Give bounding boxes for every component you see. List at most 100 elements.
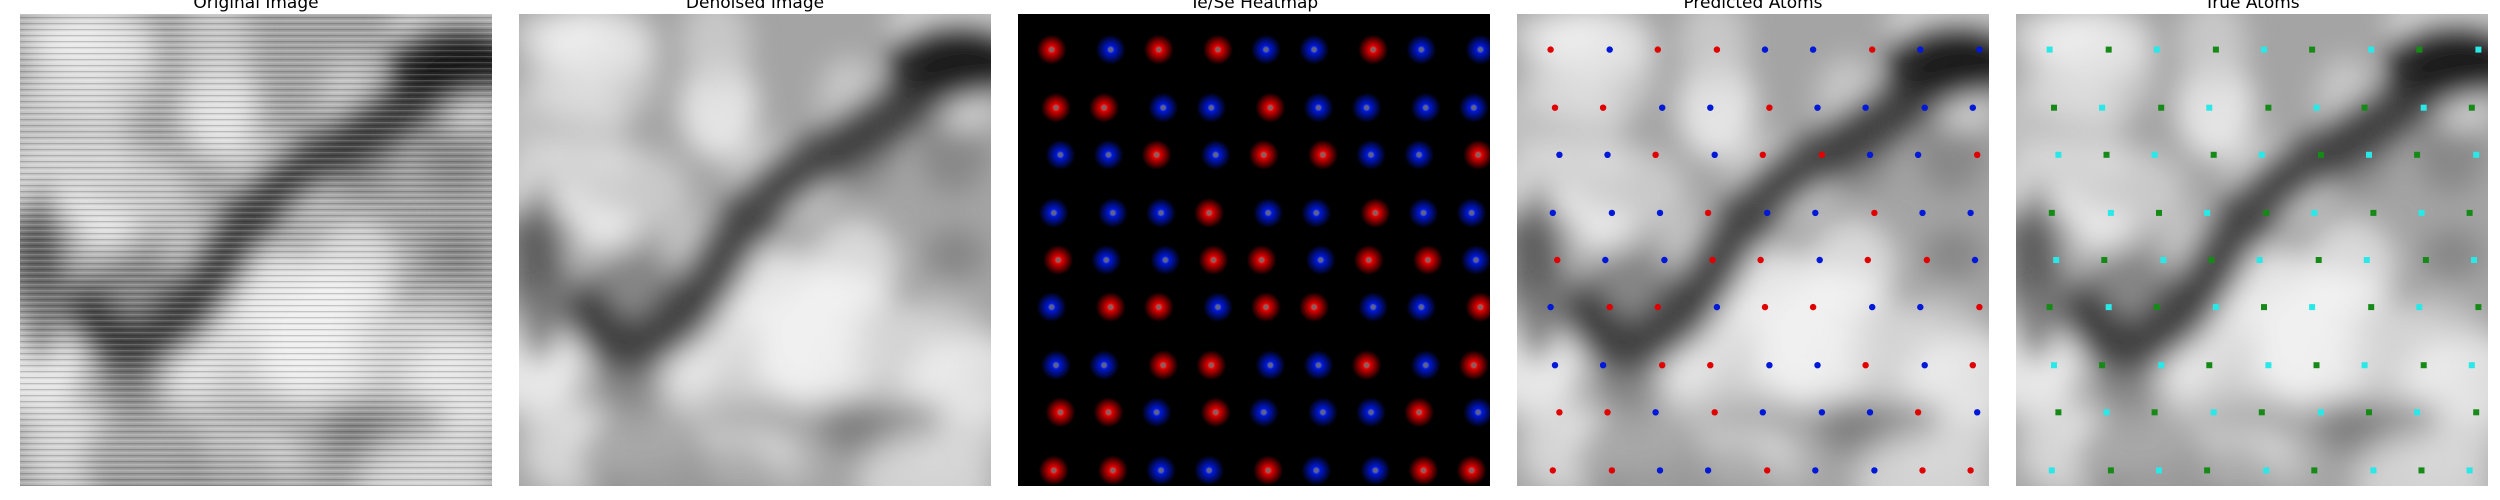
predicted-te-atom [1551,104,1559,111]
true-atom-marker-green [2055,409,2062,416]
panel-title: Predicted Atoms [1683,0,1823,13]
predicted-te-atom [1967,467,1974,474]
predicted-te-atom [1919,467,1926,474]
se-heat-spot [1458,92,1489,123]
true-atom-marker-cyan [2153,46,2160,53]
te-heat-spot [1248,139,1279,170]
true-atom-marker-green [2210,151,2217,158]
te-heat-spot [1408,455,1439,486]
true-atom-marker-cyan [2416,304,2423,311]
te-heat-spot [1412,245,1443,275]
predicted-se-atom [1971,256,1979,264]
true-atom-marker-cyan [2311,209,2318,216]
true-atom-marker-green [2099,362,2106,369]
predicted-te-atom [1923,256,1931,264]
se-heat-spot [1248,397,1279,428]
true-atom-marker-green [2158,104,2165,111]
te-heat-spot [1456,455,1487,486]
se-heat-spot [1307,397,1338,428]
predicted-te-atom [1818,151,1826,158]
se-heat-spot [1303,350,1334,381]
predicted-te-atom [1707,362,1714,369]
se-heat-spot [1251,34,1281,65]
true-atom-marker-cyan [2313,104,2320,111]
true-atom-marker-cyan [2048,467,2055,474]
te-heat-spot [1253,455,1284,486]
true-atom-marker-cyan [2368,46,2375,53]
true-atom-marker-green [2468,104,2475,111]
te-heat-spot [1045,397,1076,428]
true-atom-marker-green [2466,209,2473,216]
true-atom-marker-cyan [2363,257,2370,263]
predicted-se-atom [1547,303,1554,311]
te-heat-spot [1246,245,1277,275]
predicted-te-atom [1761,303,1769,311]
true-atom-marker-cyan [2361,362,2368,369]
true-atom-marker-green [2366,409,2372,416]
se-heat-spot [1091,245,1122,275]
predicted-te-atom [1757,256,1764,264]
true-atom-marker-cyan [2414,409,2421,416]
denoised-image [519,14,991,486]
predicted-se-atom [1713,303,1721,311]
panel-predicted-atoms: Predicted Atoms [1517,0,1989,500]
true-atom-marker-cyan [2258,151,2265,158]
predicted-se-atom [1919,209,1926,217]
se-heat-spot [1202,292,1233,323]
predicted-se-atom [1914,151,1922,158]
true-atom-marker-green [2313,362,2320,369]
true-atom-marker-green [2315,257,2322,263]
true-atom-marker-cyan [2265,362,2272,369]
te-heat-spot [1093,397,1124,428]
te-heat-spot [1463,139,1490,170]
se-heat-spot [1463,397,1490,428]
predicted-te-atom [1654,303,1661,311]
se-heat-spot [1093,139,1124,170]
predicted-se-atom [1967,209,1974,217]
true-atom-marker-cyan [2473,151,2480,158]
true-atom-marker-cyan [2103,409,2110,416]
predicted-se-atom [1917,46,1924,53]
se-heat-spot [1410,92,1441,123]
te-heat-spot [1404,397,1435,428]
true-atom-marker-cyan [2210,409,2217,416]
te-heat-spot [1148,350,1179,381]
true-atom-marker-green [2317,151,2324,158]
predicted-te-atom [1608,467,1616,474]
predicted-atoms-image [1517,14,1989,486]
true-atom-marker-cyan [2420,104,2427,111]
predicted-se-atom [1711,151,1718,158]
te-heat-spot [1095,292,1126,323]
true-atom-marker-green [2153,304,2160,311]
predicted-se-atom [1602,256,1609,264]
te-heat-spot [1251,292,1281,323]
panel-title: True Atoms [2204,0,2300,13]
true-atom-marker-green [2263,209,2270,216]
predicted-te-atom [1713,46,1721,53]
predicted-se-atom [1652,409,1659,416]
true-atom-marker-cyan [2055,151,2062,158]
true-atom-marker-cyan [2418,209,2425,216]
predicted-se-atom [1862,104,1869,111]
true-atom-marker-cyan [2156,467,2162,474]
predicted-se-atom [1599,362,1607,369]
predicted-se-atom [1604,151,1611,158]
predicted-se-atom [1866,409,1874,416]
se-heat-spot [1097,197,1128,228]
true-atom-marker-green [2101,257,2108,263]
true-atom-marker-cyan [2212,304,2219,311]
true-atom-marker-green [2361,104,2368,111]
predicted-te-atom [1711,409,1718,416]
se-heat-spot [1148,92,1179,123]
true-atom-marker-cyan [2256,257,2263,263]
te-heat-spot [1141,139,1172,170]
true-atom-marker-green [2051,104,2057,111]
te-heat-spot [1353,245,1384,275]
predicted-se-atom [1818,409,1826,416]
te-heat-spot [1089,92,1120,123]
predicted-te-atom [1704,209,1712,217]
predicted-te-atom [1549,467,1556,474]
predicted-te-atom [1606,303,1613,311]
te-heat-spot [1351,350,1382,381]
true-atom-marker-cyan [2261,46,2267,53]
